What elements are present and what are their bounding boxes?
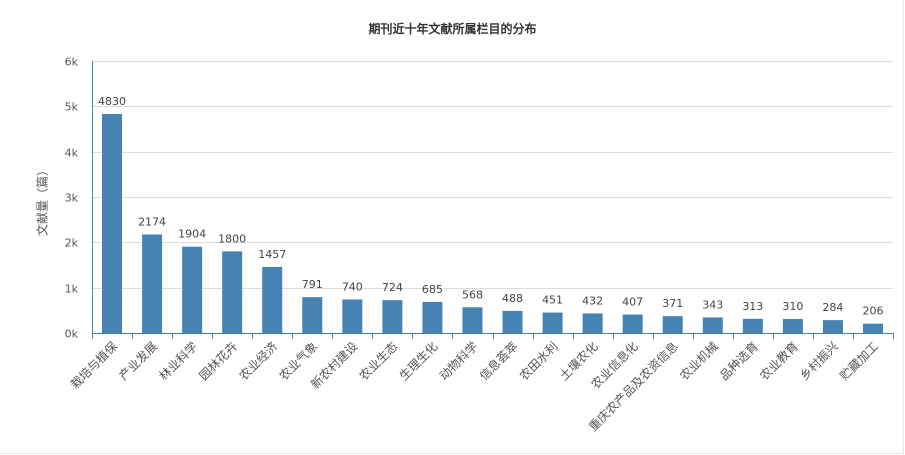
data-label: 724 xyxy=(382,281,403,294)
x-tick-label: 品种选育 xyxy=(716,339,761,384)
data-label: 740 xyxy=(342,280,363,293)
bars xyxy=(102,114,883,333)
data-labels: 4830 2174 1904 1800 1457 791 740 724 685 568 488 45… xyxy=(98,95,883,318)
data-label: 2174 xyxy=(138,215,166,228)
y-tick-label: 5k xyxy=(65,101,79,114)
x-tick-label: 动物科学 xyxy=(436,339,481,384)
x-tick-label: 生理生化 xyxy=(397,339,441,383)
bar xyxy=(182,246,203,333)
grid-lines xyxy=(92,61,893,289)
bar xyxy=(262,266,283,333)
bar xyxy=(222,251,243,333)
data-label: 206 xyxy=(862,305,883,318)
bar xyxy=(742,318,763,333)
y-tick-label: 0k xyxy=(65,328,79,341)
bar xyxy=(302,297,323,333)
x-tick-label: 乡村振兴 xyxy=(797,339,841,383)
bar xyxy=(102,114,123,333)
data-label: 407 xyxy=(622,296,643,309)
data-label: 1800 xyxy=(218,232,246,245)
bar xyxy=(342,299,363,333)
y-tick-label: 4k xyxy=(65,147,79,160)
tick-labels: 0k1k2k3k4k5k6k栽培与植保产业发展林业科学园林花卉农业经济农业气象新… xyxy=(65,56,881,434)
bar xyxy=(422,301,443,333)
bar xyxy=(622,314,643,333)
y-tick-label: 6k xyxy=(65,56,79,69)
data-label: 432 xyxy=(582,294,603,307)
y-tick-label: 2k xyxy=(65,237,79,250)
x-tick-label: 林业科学 xyxy=(156,339,201,384)
bar xyxy=(142,234,163,333)
bar xyxy=(782,318,803,333)
data-label: 4830 xyxy=(98,95,126,108)
x-tick-label: 产业发展 xyxy=(116,339,161,384)
y-tick-label: 1k xyxy=(65,283,79,296)
axes xyxy=(92,61,894,339)
data-label: 343 xyxy=(702,298,723,311)
data-label: 488 xyxy=(502,292,523,305)
bar xyxy=(822,320,843,333)
x-tick-label: 农业教育 xyxy=(756,339,801,384)
data-label: 685 xyxy=(422,283,443,296)
bar xyxy=(462,307,483,333)
data-label: 371 xyxy=(662,297,683,310)
bar xyxy=(502,310,523,333)
data-label: 313 xyxy=(742,300,763,313)
x-tick-label: 园林花卉 xyxy=(196,339,241,384)
data-label: 1457 xyxy=(258,248,286,261)
data-label: 284 xyxy=(822,301,843,314)
bar xyxy=(862,323,883,333)
x-tick-label: 贮藏加工 xyxy=(837,339,882,384)
chart-title: 期刊近十年文献所属栏目的分布 xyxy=(368,22,537,36)
data-label: 568 xyxy=(462,288,483,301)
bar xyxy=(542,312,563,333)
x-tick-label: 农田水利 xyxy=(517,339,561,383)
bar xyxy=(582,313,603,333)
x-tick-label: 农业经济 xyxy=(236,339,281,384)
bar xyxy=(702,317,723,333)
x-tick-label: 信息荟萃 xyxy=(476,339,521,384)
bar xyxy=(662,316,683,333)
y-tick-label: 3k xyxy=(65,192,79,205)
data-label: 451 xyxy=(542,294,563,307)
data-label: 1904 xyxy=(178,228,206,241)
data-label: 310 xyxy=(782,300,803,313)
bar xyxy=(382,300,403,333)
x-tick-label: 农业机械 xyxy=(676,339,721,384)
x-tick-label: 栽培与植保 xyxy=(67,339,120,392)
data-label: 791 xyxy=(302,278,323,291)
x-tick-label: 农业生态 xyxy=(357,339,401,383)
